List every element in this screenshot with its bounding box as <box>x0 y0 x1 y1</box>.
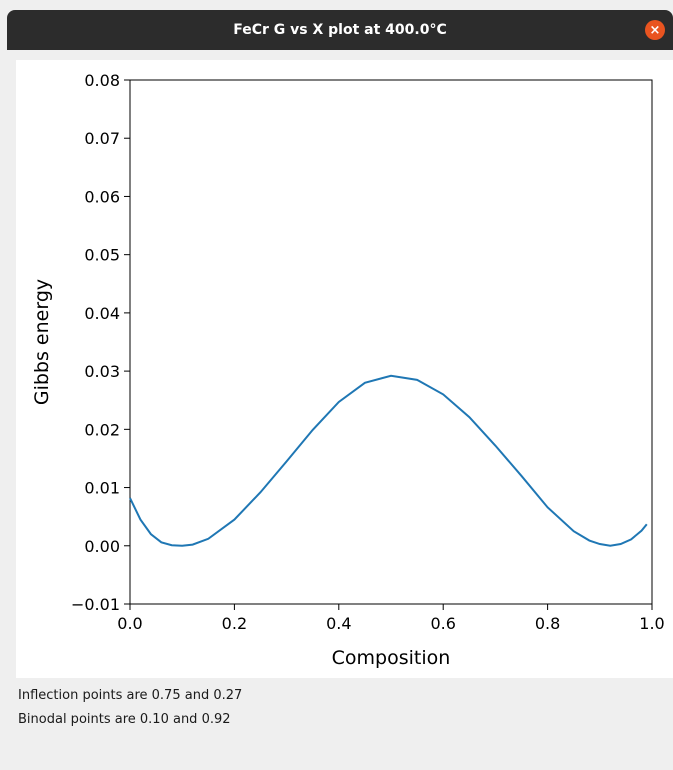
binodal-points-text: Binodal points are 0.10 and 0.92 <box>18 712 231 727</box>
y-tick-label: 0.08 <box>84 71 120 90</box>
close-button[interactable]: × <box>645 20 665 40</box>
y-tick-label: 0.05 <box>84 246 120 265</box>
series-line <box>129 374 648 547</box>
y-tick-label: 0.02 <box>84 420 120 439</box>
x-tick-label: 1.0 <box>639 614 664 633</box>
inflection-points-text: Inflection points are 0.75 and 0.27 <box>18 688 243 703</box>
y-tick-label: −0.01 <box>71 595 120 614</box>
y-tick-label: 0.06 <box>84 187 120 206</box>
gibbs-chart: 0.0 0.2 0.4 0.6 0.8 1.0 −0.01 0.00 0.01 0.02 0.03… <box>31 71 665 669</box>
title-bar[interactable]: FeCr G vs X plot at 400.0°C × <box>7 10 673 50</box>
x-tick-label: 0.2 <box>222 614 247 633</box>
y-axis-label: Gibbs energy <box>31 279 53 405</box>
plot-canvas: 0.0 0.2 0.4 0.6 0.8 1.0 −0.01 0.00 0.01 0.02 0.03… <box>16 60 673 678</box>
y-tick-label: 0.00 <box>84 537 120 556</box>
axes-frame <box>129 79 653 605</box>
close-icon: × <box>649 22 661 38</box>
x-tick-label: 0.6 <box>430 614 455 633</box>
x-tick-label: 0.8 <box>535 614 560 633</box>
x-axis-label: Composition <box>332 647 451 669</box>
x-tick-label: 0.0 <box>117 614 142 633</box>
y-tick-label: 0.03 <box>84 362 120 381</box>
y-tick-label: 0.07 <box>84 129 120 148</box>
window-title: FeCr G vs X plot at 400.0°C <box>233 22 447 38</box>
x-tick-label: 0.4 <box>326 614 351 633</box>
y-tick-label: 0.01 <box>84 479 120 498</box>
y-tick-label: 0.04 <box>84 304 120 323</box>
